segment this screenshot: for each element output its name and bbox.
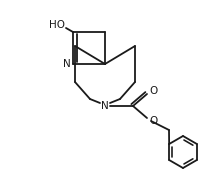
Text: N: N (63, 59, 71, 69)
Text: N: N (101, 101, 109, 111)
Text: HO: HO (49, 20, 65, 30)
Text: O: O (149, 86, 157, 96)
Text: O: O (149, 116, 157, 126)
